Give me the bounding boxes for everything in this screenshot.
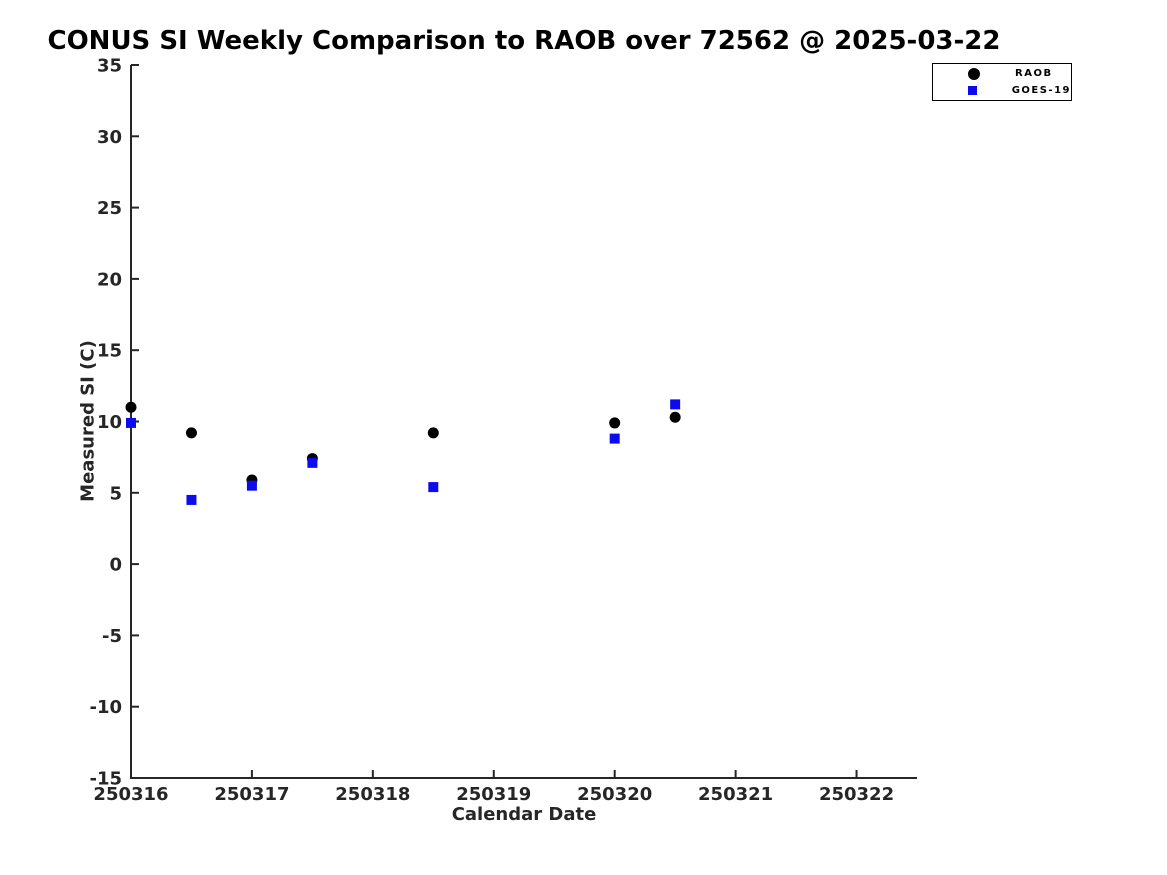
goes19-point [609,433,620,444]
axis-spines [130,65,917,779]
x-tick-label: 250319 [456,784,531,805]
legend-marker-cell [933,86,1012,95]
legend-row-goes19: GOES-19 [933,83,1071,98]
y-tick-label: -5 [102,626,122,647]
goes19-square-icon [967,86,977,95]
x-tick-label: 250321 [698,784,773,805]
raob-point [609,417,621,429]
x-tick-label: 250317 [214,784,289,805]
chart-title: CONUS SI Weekly Comparison to RAOB over … [47,26,1001,56]
x-tick-label: 250322 [819,784,894,805]
goes19-point [186,494,197,505]
legend-label-raob: RAOB [1015,68,1053,79]
legend-row-raob: RAOB [933,66,1071,81]
y-tick-label: 10 [97,412,122,433]
goes19-point [670,399,681,410]
y-tick-label: 35 [97,56,122,77]
y-tick-label: 25 [97,198,122,219]
x-tick-label: 250316 [93,784,168,805]
goes19-point [428,482,439,493]
goes19-point [246,480,257,491]
goes19-point [307,457,318,468]
raob-point [185,427,197,439]
y-tick-label: -15 [89,769,122,790]
raob-point [427,427,439,439]
y-tick-label: 5 [109,483,122,504]
y-tick-label: 15 [97,341,122,362]
x-axis-label: Calendar Date [451,804,597,825]
y-tick-label: 30 [97,127,122,148]
legend-box: RAOB GOES-19 [932,63,1072,101]
legend-marker-cell [933,67,1015,80]
y-tick-label: 0 [109,555,122,576]
y-tick-label: -10 [89,697,122,718]
x-tick-label: 250320 [577,784,652,805]
raob-circle-icon [968,67,980,80]
goes19-point [126,417,136,428]
y-tick-label: 20 [97,269,122,290]
raob-point [125,401,137,413]
x-tick-label: 250318 [335,784,410,805]
legend-label-goes19: GOES-19 [1011,85,1071,96]
raob-point [669,411,681,423]
